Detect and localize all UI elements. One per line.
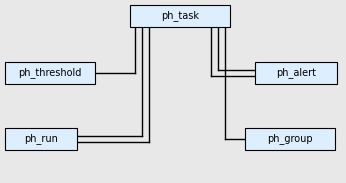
FancyBboxPatch shape bbox=[5, 128, 77, 150]
Text: ph_alert: ph_alert bbox=[276, 68, 316, 79]
Text: ph_run: ph_run bbox=[24, 134, 58, 144]
FancyBboxPatch shape bbox=[130, 5, 230, 27]
FancyBboxPatch shape bbox=[255, 62, 337, 84]
Text: ph_task: ph_task bbox=[161, 11, 199, 21]
FancyBboxPatch shape bbox=[245, 128, 335, 150]
Text: ph_group: ph_group bbox=[267, 134, 313, 144]
Text: ph_threshold: ph_threshold bbox=[18, 68, 82, 79]
FancyBboxPatch shape bbox=[5, 62, 95, 84]
